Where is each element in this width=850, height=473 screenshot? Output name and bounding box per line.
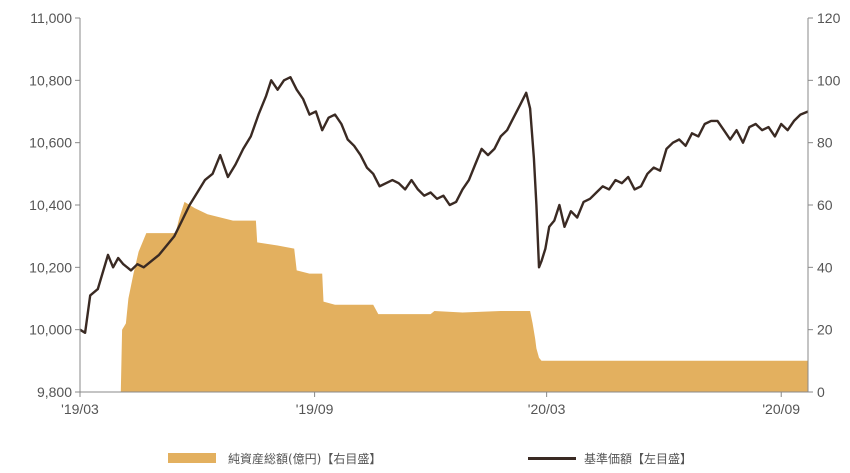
left-axis-tick-label: 10,400 <box>29 197 72 213</box>
legend-label-nav: 基準価額【左目盛】 <box>584 451 693 466</box>
x-axis-tick-label: '19/03 <box>61 401 99 417</box>
legend-item-nav: 基準価額【左目盛】 <box>528 448 692 468</box>
right-axis-tick-label: 120 <box>817 10 841 26</box>
left-axis-tick-label: 10,200 <box>29 259 72 275</box>
left-axis-tick-label: 9,800 <box>37 384 72 400</box>
legend-item-net-assets: 純資産総額(億円)【右目盛】 <box>168 448 381 468</box>
right-axis-tick-label: 80 <box>817 135 833 151</box>
line-series-layer <box>79 75 809 334</box>
legend-label-net-assets: 純資産総額(億円)【右目盛】 <box>228 451 382 466</box>
x-axis-tick-label: '19/09 <box>296 401 334 417</box>
nav-line <box>79 75 809 334</box>
area-series-layer <box>80 201 808 392</box>
right-axis-tick-label: 0 <box>817 384 825 400</box>
x-axis-tick-label: '20/09 <box>762 401 800 417</box>
right-axis-tick-label: 40 <box>817 259 833 275</box>
legend-swatch-nav <box>528 456 576 460</box>
axes: 9,800 10,000 10,200 10,400 10,600 10,800 11,00… <box>29 10 840 417</box>
x-axis-tick-label: '20/03 <box>528 401 566 417</box>
net-assets-area <box>80 201 808 392</box>
left-axis-tick-label: 11,000 <box>30 10 72 26</box>
legend-swatch-net-assets <box>168 453 216 463</box>
right-axis-tick-label: 60 <box>817 197 833 213</box>
left-axis-tick-label: 10,000 <box>29 322 72 338</box>
left-axis-tick-label: 10,600 <box>29 135 72 151</box>
left-axis-tick-label: 10,800 <box>29 72 72 88</box>
right-axis-tick-label: 100 <box>817 72 841 88</box>
right-axis-tick-label: 20 <box>817 322 833 338</box>
